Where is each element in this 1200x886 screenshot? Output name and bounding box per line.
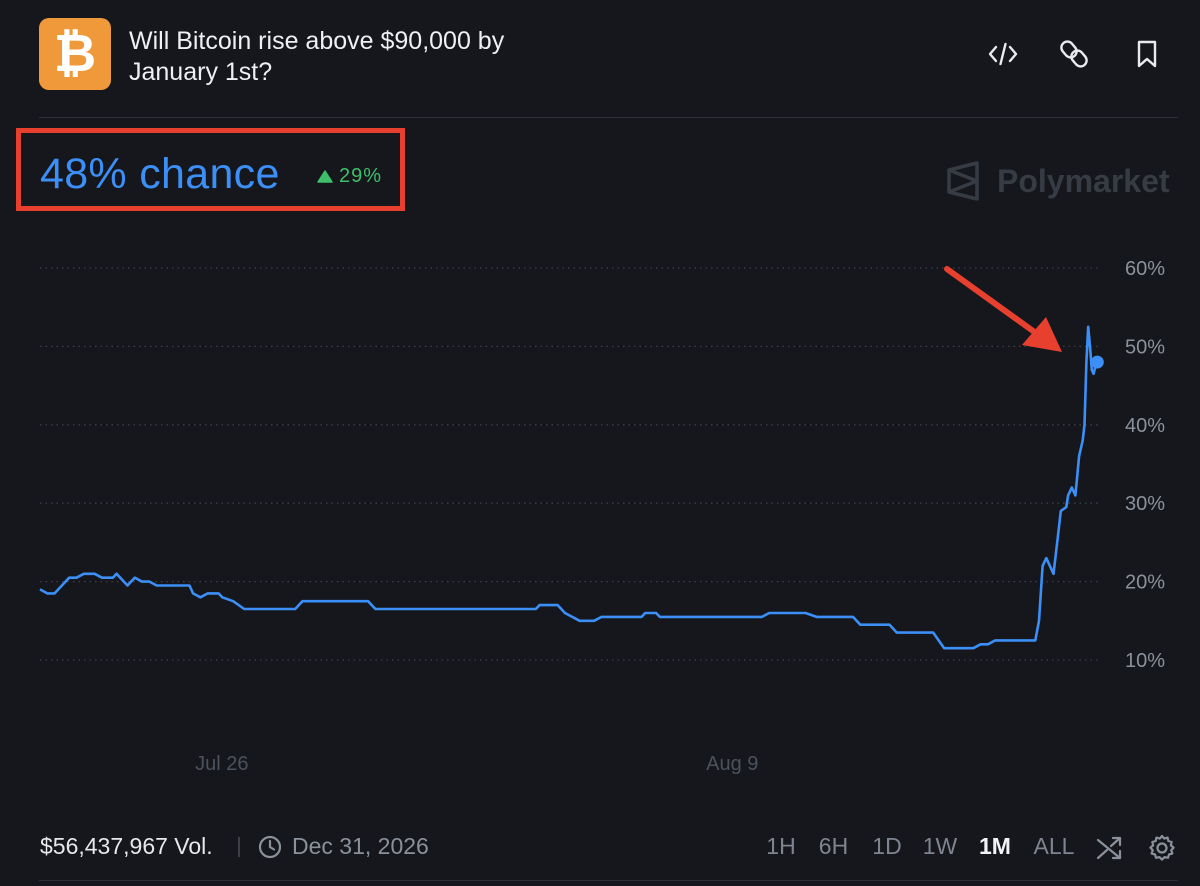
annotation-arrow-head — [1022, 317, 1062, 352]
chart-settings-button[interactable] — [1146, 832, 1178, 864]
range-1w[interactable]: 1W — [922, 833, 958, 859]
footer-separator — [238, 837, 240, 857]
highlight-box — [16, 128, 405, 211]
y-tick-label: 10% — [1125, 650, 1165, 672]
market-title: Will Bitcoin rise above $90,000 by Janua… — [129, 27, 505, 86]
current-value-point — [1090, 355, 1104, 369]
y-tick-label: 20% — [1125, 572, 1165, 594]
clock-icon — [258, 835, 282, 858]
triangle-up-icon — [317, 169, 333, 183]
series-line — [39, 325, 1099, 650]
embed-button[interactable] — [985, 36, 1021, 72]
end-date-label: Dec 31, 2026 — [292, 833, 429, 859]
annotation-arrow-shaft — [944, 266, 1043, 339]
bitcoin-logo-symbol: ₿ — [53, 25, 97, 83]
header-divider — [39, 117, 1178, 118]
footer-divider — [39, 880, 1178, 881]
range-1m[interactable]: 1M — [979, 833, 1011, 859]
embed-icon — [988, 42, 1018, 66]
y-tick-label: 50% — [1125, 336, 1165, 358]
volume: $56,437,967 Vol. — [40, 833, 213, 859]
range-6h[interactable]: 6H — [818, 833, 849, 859]
probability-chart: 60% 50% 40% 30% 20% 10% Jul 26 Aug 9 — [39, 258, 1165, 775]
end-date: Dec 31, 2026 — [258, 833, 429, 860]
bookmark-button[interactable] — [1129, 36, 1165, 72]
bitcoin-logo: ₿ — [39, 18, 111, 90]
y-tick-label: 60% — [1125, 258, 1165, 280]
bookmark-icon — [1137, 40, 1157, 68]
chance-delta: 29% — [317, 163, 382, 189]
brand-name: Polymarket — [997, 162, 1170, 199]
range-1d[interactable]: 1D — [872, 833, 902, 859]
range-all[interactable]: ALL — [1033, 833, 1075, 859]
range-1h[interactable]: 1H — [766, 833, 796, 859]
chance-value: 48% chance — [40, 150, 280, 198]
x-tick-label: Aug 9 — [706, 753, 758, 775]
copy-link-button[interactable] — [1056, 36, 1092, 72]
x-tick-label: Jul 26 — [195, 753, 248, 775]
market-footer: $56,437,967 Vol. Dec 31, 2026 1H 6H 1D 1… — [0, 820, 1200, 880]
polymarket-watermark: Polymarket — [945, 160, 1170, 202]
polymarket-logo-icon — [947, 161, 979, 201]
shuffle-icon — [1096, 836, 1122, 860]
compare-button[interactable] — [1093, 832, 1125, 864]
y-tick-label: 40% — [1125, 415, 1165, 437]
link-icon — [1060, 40, 1088, 68]
y-tick-label: 30% — [1125, 493, 1165, 515]
chance-delta-value: 29% — [339, 165, 383, 187]
time-range-selector: 1H 6H 1D 1W 1M ALL — [756, 833, 1085, 860]
gear-icon — [1149, 834, 1175, 861]
market-header: ₿ Will Bitcoin rise above $90,000 by Jan… — [0, 0, 1200, 118]
